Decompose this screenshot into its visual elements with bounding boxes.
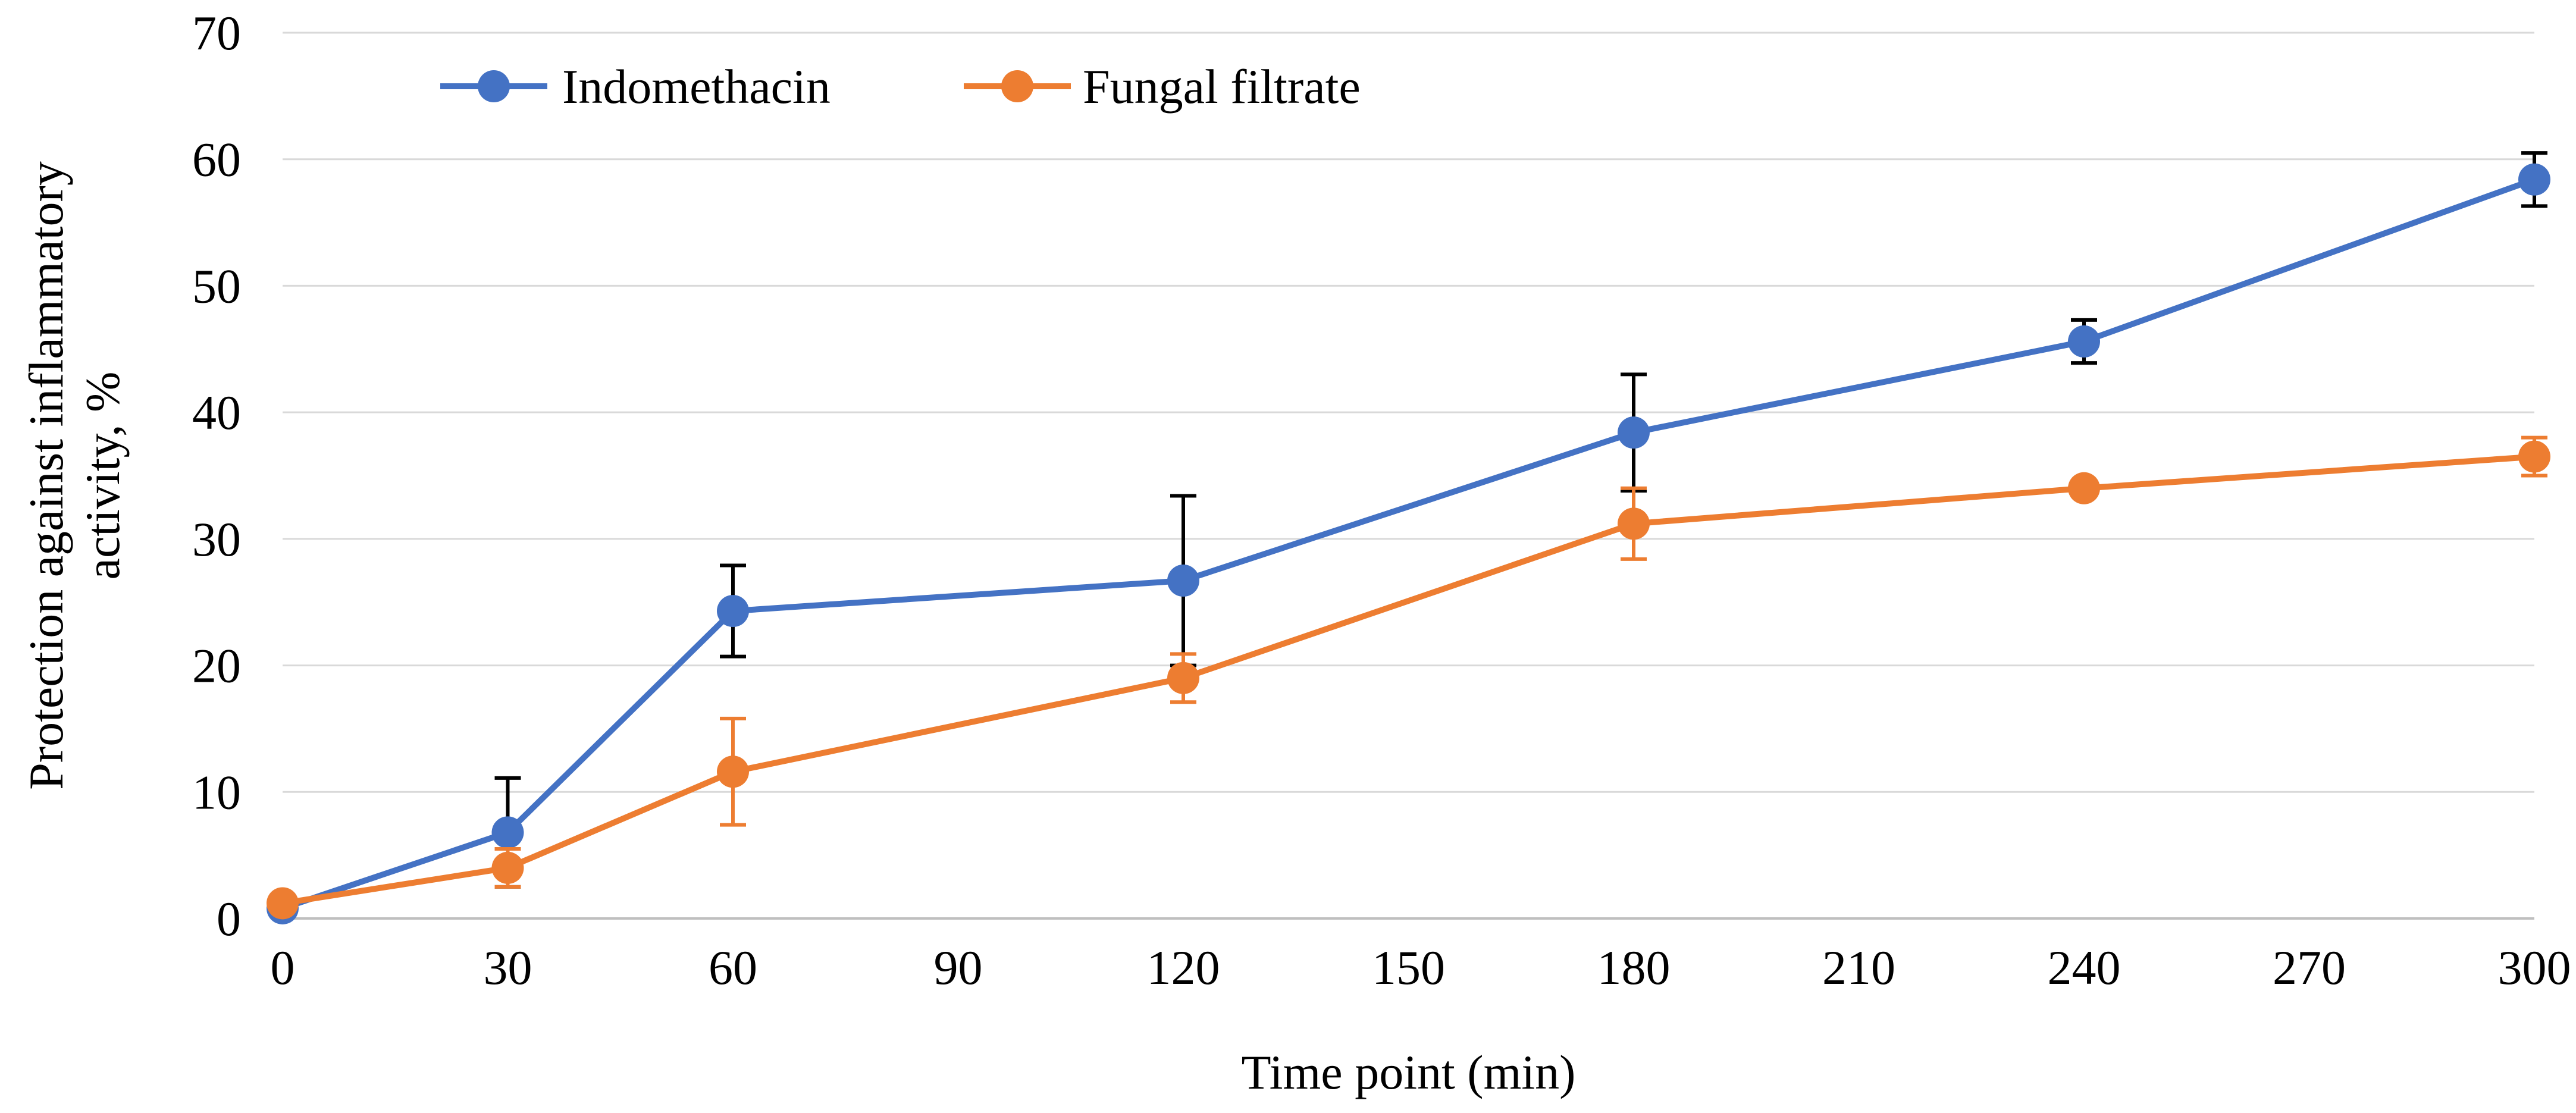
x-tick-label-270: 270 (2273, 940, 2346, 995)
y-tick-label-0: 0 (217, 892, 241, 946)
data-point-indomethacin-120 (1167, 565, 1199, 597)
y-tick-label-10: 10 (192, 765, 241, 819)
x-tick-label-150: 150 (1372, 940, 1445, 995)
data-point-fungal-filtrate-300 (2518, 440, 2550, 473)
y-tick-label-60: 60 (192, 133, 241, 187)
data-point-fungal-filtrate-0 (267, 887, 299, 920)
y-tick-label-40: 40 (192, 385, 241, 440)
x-tick-label-180: 180 (1597, 940, 1671, 995)
data-point-fungal-filtrate-30 (491, 851, 524, 884)
data-point-indomethacin-300 (2518, 163, 2550, 196)
x-tick-label-240: 240 (2048, 940, 2121, 995)
legend-marker-indomethacin (478, 70, 510, 102)
y-tick-labels: 0 10 20 30 40 50 60 70 (192, 6, 241, 946)
series-line-fungal-filtrate (280, 453, 2537, 907)
legend-label-fungal-filtrate: Fungal filtrate (1083, 59, 1361, 114)
x-tick-label-300: 300 (2498, 940, 2571, 995)
y-tick-label-20: 20 (192, 639, 241, 693)
x-tick-label-60: 60 (709, 940, 757, 995)
y-axis-title-line-1: Protection against inflammatory (19, 161, 73, 790)
series-group (267, 151, 2550, 924)
data-point-indomethacin-30 (491, 816, 524, 849)
x-tick-labels: 0 30 60 90 120 150 180 210 240 270 300 (271, 940, 2571, 995)
y-tick-label-70: 70 (192, 6, 241, 60)
x-axis-title: Time point (min) (1242, 1045, 1576, 1099)
legend-label-indomethacin: Indomethacin (562, 59, 831, 114)
data-point-indomethacin-60 (717, 595, 749, 628)
data-point-fungal-filtrate-60 (717, 755, 749, 788)
legend: Indomethacin Fungal filtrate (440, 59, 1361, 114)
series-fungal-filtrate (267, 435, 2550, 920)
gridlines (283, 32, 2534, 793)
x-tick-label-0: 0 (271, 940, 295, 995)
x-tick-label-210: 210 (1822, 940, 1895, 995)
y-tick-label-30: 30 (192, 512, 241, 566)
data-point-indomethacin-180 (1618, 416, 1650, 449)
data-point-fungal-filtrate-180 (1618, 507, 1650, 540)
x-tick-label-30: 30 (484, 940, 532, 995)
y-axis-title-line-2: activity, % (76, 372, 130, 580)
legend-marker-fungal-filtrate (1001, 70, 1033, 102)
x-tick-label-120: 120 (1147, 940, 1220, 995)
data-point-indomethacin-240 (2068, 325, 2100, 358)
data-point-fungal-filtrate-120 (1167, 661, 1199, 694)
x-tick-label-90: 90 (934, 940, 983, 995)
series-line-indomethacin (280, 176, 2537, 911)
data-point-fungal-filtrate-240 (2068, 472, 2100, 504)
y-tick-label-50: 50 (192, 259, 241, 313)
